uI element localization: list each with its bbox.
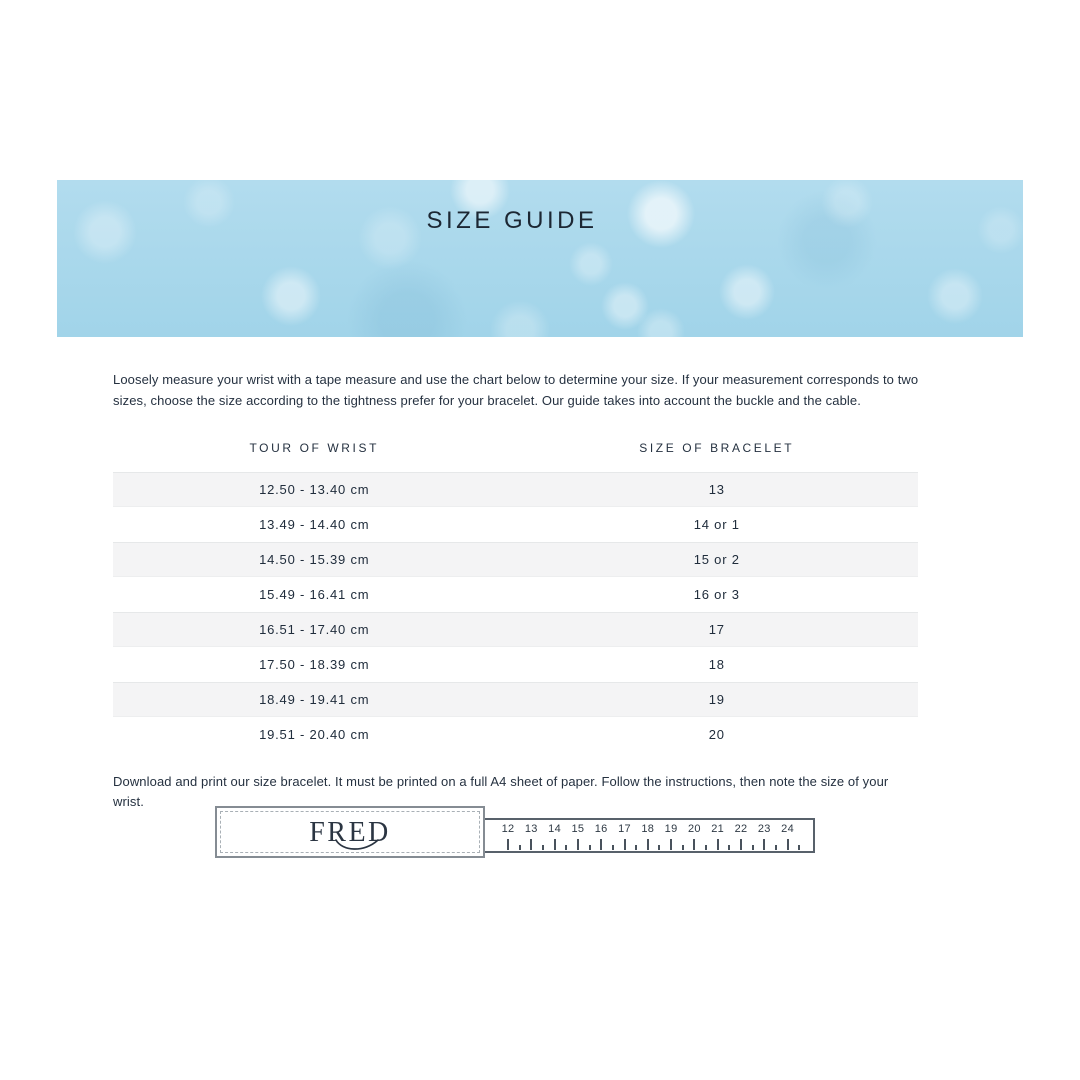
ruler-number: 16 bbox=[594, 823, 608, 835]
ruler-number: 23 bbox=[757, 823, 771, 835]
ruler-tick-major bbox=[646, 839, 649, 850]
ruler-number: 21 bbox=[711, 823, 725, 835]
ruler-tick-major bbox=[693, 839, 696, 850]
ruler-number: 20 bbox=[687, 823, 701, 835]
table-cell: 16 or 3 bbox=[693, 587, 740, 602]
ruler-tick-major bbox=[576, 839, 579, 850]
fred-logo-swash bbox=[335, 839, 379, 850]
table-cell: 14.50 - 15.39 cm bbox=[259, 552, 370, 567]
ruler-tick-minor bbox=[728, 845, 731, 850]
ruler-tick-major bbox=[623, 839, 626, 850]
table-row: 17.50 - 18.39 cm 18 bbox=[113, 647, 918, 682]
ruler-tick-major bbox=[763, 839, 766, 850]
table-cell: 16.51 - 17.40 cm bbox=[259, 622, 370, 637]
table-cell: 18 bbox=[708, 657, 725, 672]
ruler-tick-minor bbox=[635, 845, 638, 850]
table-header-row: TOUR OF WRIST SIZE OF BRACELET bbox=[113, 441, 918, 472]
ruler-tick-major bbox=[507, 839, 509, 850]
ruler-number: 24 bbox=[781, 823, 795, 835]
ruler-number: 13 bbox=[524, 823, 538, 835]
table-cell: 18.49 - 19.41 cm bbox=[259, 692, 370, 707]
ruler-number: 15 bbox=[571, 823, 585, 835]
column-header-tour-of-wrist: TOUR OF WRIST bbox=[249, 441, 380, 455]
ruler-tick-major bbox=[530, 839, 533, 850]
ruler-tick-major bbox=[553, 839, 556, 850]
ruler-tick-minor bbox=[798, 845, 801, 850]
column-header-size-of-bracelet: SIZE OF BRACELET bbox=[639, 441, 795, 455]
ruler-number: 22 bbox=[734, 823, 748, 835]
table-cell: 13 bbox=[708, 482, 725, 497]
ruler-tick-minor bbox=[588, 845, 591, 850]
table-cell: 17 bbox=[708, 622, 725, 637]
size-table-body: 12.50 - 13.40 cm 13 13.49 - 14.40 cm 14 or … bbox=[113, 472, 918, 752]
table-row: 19.51 - 20.40 cm 20 bbox=[113, 717, 918, 752]
table-cell: 14 or 1 bbox=[693, 517, 740, 532]
sizer-ruler: 12 13 14 15 16 17 18 19 20 21 22 23 24 bbox=[483, 818, 815, 853]
table-row: 14.50 - 15.39 cm 15 or 2 bbox=[113, 542, 918, 577]
fred-logo: FRED bbox=[309, 817, 391, 850]
size-table: TOUR OF WRIST SIZE OF BRACELET 12.50 - 1… bbox=[113, 441, 918, 752]
ruler-tick-major bbox=[786, 839, 789, 850]
ruler-tick-minor bbox=[565, 845, 568, 850]
page-title: SIZE GUIDE bbox=[426, 207, 598, 234]
ruler-tick-minor bbox=[541, 845, 544, 850]
sizer-brand-box-dashed-border: FRED bbox=[220, 811, 480, 853]
table-cell: 20 bbox=[708, 727, 725, 742]
ruler-tick-major bbox=[740, 839, 742, 850]
ruler-tick-minor bbox=[774, 845, 777, 850]
ruler-tick-minor bbox=[658, 845, 661, 850]
table-row: 13.49 - 14.40 cm 14 or 1 bbox=[113, 507, 918, 542]
ruler-tick-minor bbox=[681, 845, 684, 850]
sizer-brand-box: FRED bbox=[215, 806, 485, 858]
ruler-number: 18 bbox=[641, 823, 655, 835]
ruler-tick-minor bbox=[751, 845, 754, 850]
ruler-number: 19 bbox=[664, 823, 678, 835]
ruler-tick-minor bbox=[611, 845, 614, 850]
table-row: 15.49 - 16.41 cm 16 or 3 bbox=[113, 577, 918, 612]
ruler-tick-major bbox=[670, 839, 673, 850]
table-cell: 19.51 - 20.40 cm bbox=[259, 727, 370, 742]
download-note-text: Download and print our size bracelet. It… bbox=[113, 774, 889, 809]
table-row: 16.51 - 17.40 cm 17 bbox=[113, 612, 918, 647]
ruler-number: 14 bbox=[548, 823, 562, 835]
table-cell: 17.50 - 18.39 cm bbox=[259, 657, 370, 672]
banner-bokeh-image: SIZE GUIDE bbox=[57, 180, 1023, 337]
table-cell: 12.50 - 13.40 cm bbox=[259, 482, 370, 497]
table-cell: 15.49 - 16.41 cm bbox=[259, 587, 370, 602]
table-cell: 15 or 2 bbox=[693, 552, 740, 567]
table-row: 12.50 - 13.40 cm 13 bbox=[113, 472, 918, 507]
ruler-tick-major bbox=[716, 839, 719, 850]
ruler-tick-minor bbox=[518, 845, 521, 850]
intro-text: Loosely measure your wrist with a tape m… bbox=[113, 372, 919, 408]
ruler-tick-major bbox=[600, 839, 603, 850]
ruler-tick-minor bbox=[705, 845, 708, 850]
fred-logo-text: FRED bbox=[309, 817, 391, 848]
table-cell: 13.49 - 14.40 cm bbox=[259, 517, 370, 532]
ruler-number: 17 bbox=[618, 823, 631, 835]
ruler-number: 12 bbox=[501, 823, 515, 835]
table-row: 18.49 - 19.41 cm 19 bbox=[113, 682, 918, 717]
table-cell: 19 bbox=[708, 692, 725, 707]
